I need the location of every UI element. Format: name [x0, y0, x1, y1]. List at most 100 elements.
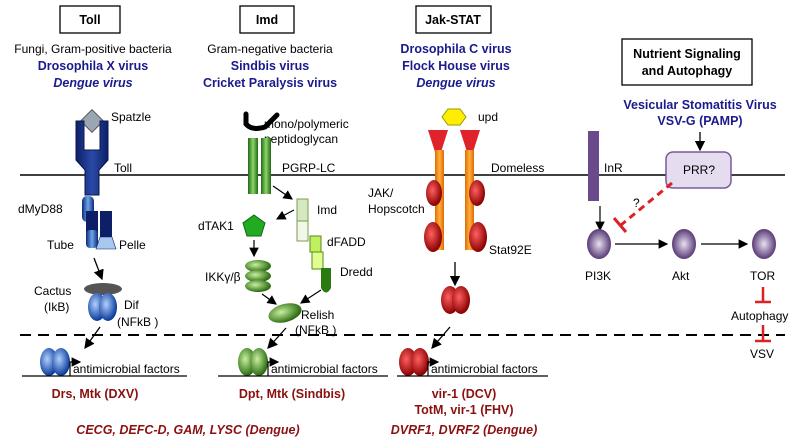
- stat-label: Stat92E: [489, 243, 532, 257]
- upd-ligand: [441, 108, 467, 126]
- jak-output-3: DVRF1, DVRF2 (Dengue): [391, 423, 538, 437]
- jak-gene-arrow: [427, 357, 440, 376]
- imd-output: Dpt, Mtk (Sindbis): [239, 387, 345, 401]
- nutrient-title-box: [621, 38, 753, 86]
- imd-arrow-1: [272, 185, 293, 200]
- nutrient-virus-1: Vesicular Stomatitis Virus: [623, 98, 776, 112]
- domeless-label: Domeless: [491, 161, 544, 175]
- jak-output-1: vir-1 (DCV): [432, 387, 497, 401]
- jak-virus-3: Dengue virus: [416, 76, 495, 90]
- jak-label-1: JAK/: [368, 186, 394, 200]
- ikk-label: IKKγ/β: [205, 270, 241, 284]
- imd-arrow-5: [299, 289, 322, 304]
- jak-target: antimicrobial factors: [431, 362, 538, 376]
- toll-virus-1: Drosophila X virus: [38, 59, 148, 73]
- dif-alias: (NFkB ): [117, 315, 158, 329]
- inr-receptor: [588, 131, 599, 201]
- peptidoglycan: [243, 111, 280, 131]
- spatzle-label: Spatzle: [111, 110, 151, 124]
- pi3k: [587, 229, 611, 259]
- toll-arrow-2: [84, 326, 101, 350]
- toll-virus-2: Dengue virus: [53, 76, 132, 90]
- ikk-1: [245, 260, 271, 272]
- stat-left: [424, 222, 442, 252]
- pgrp-lc-a: [248, 138, 258, 194]
- pi3k-label: PI3K: [585, 269, 611, 283]
- toll-target: antimicrobial factors: [73, 362, 180, 376]
- cactus-alias: (IkB): [44, 300, 69, 314]
- toll-title-box: [59, 5, 121, 34]
- akt: [672, 229, 696, 259]
- domeless-right: [465, 150, 474, 250]
- dfadd-2: [311, 251, 324, 270]
- tube-dd: [86, 230, 98, 248]
- relish-label: Relish: [301, 308, 334, 322]
- pelle: [100, 211, 112, 237]
- jak-title-box: [415, 5, 492, 34]
- imd-virus-2: Cricket Paralysis virus: [203, 76, 337, 90]
- spatzle-ligand: [79, 108, 105, 134]
- domeless-right-head: [460, 130, 480, 152]
- dmyd88-label: dMyD88: [18, 202, 63, 216]
- relish: [268, 303, 302, 323]
- upd-label: upd: [478, 110, 498, 124]
- toll-gene-arrow: [69, 357, 82, 376]
- dredd: [321, 268, 331, 293]
- ikk-3: [245, 280, 271, 292]
- dfadd: [309, 235, 322, 253]
- relish-nuclear-right: [250, 348, 268, 376]
- toll-receptor-label: Toll: [114, 161, 132, 175]
- stat-dimer-right: [452, 286, 470, 314]
- prr-inhibition-bar: [612, 217, 628, 233]
- akt-label: Akt: [672, 269, 690, 283]
- tor-label: TOR: [750, 269, 775, 283]
- imd-protein-2: [296, 220, 309, 242]
- pelle-kinase: [95, 236, 117, 250]
- jak-virus-1: Drosophila C virus: [400, 42, 511, 56]
- dredd-label: Dredd: [340, 265, 373, 279]
- imd-inducer: Gram-negative bacteria: [207, 42, 333, 56]
- jak-virus-2: Flock House virus: [402, 59, 510, 73]
- dengue-output: CECG, DEFC-D, GAM, LYSC (Dengue): [76, 423, 299, 437]
- toll-title: Toll: [79, 13, 100, 27]
- pgrp-lc-b: [261, 138, 271, 194]
- prr-question: ?: [633, 196, 640, 210]
- nutrient-virus-2: VSV-G (PAMP): [657, 114, 742, 128]
- vsv-label: VSV: [750, 347, 774, 361]
- dtak1-label: dTAK1: [198, 219, 234, 233]
- inr-label: InR: [604, 161, 623, 175]
- jak-label-2: Hopscotch: [368, 202, 425, 216]
- imd-protein: [296, 198, 309, 222]
- stat-right: [469, 222, 487, 252]
- prr-inhibition: [620, 181, 673, 227]
- jak-right: [469, 180, 485, 206]
- toll-receptor: [75, 120, 109, 196]
- peptidoglycan-label-1: mono/polymeric: [264, 117, 349, 131]
- jak-left: [426, 180, 442, 206]
- nutrient-title-1: Nutrient Signaling: [633, 47, 741, 61]
- dtak1: [242, 214, 266, 237]
- domeless-left-head: [428, 130, 448, 152]
- pgrp-lc-label: PGRP-LC: [282, 161, 336, 175]
- tor: [752, 229, 776, 259]
- jak-title: Jak-STAT: [425, 13, 481, 27]
- relish-alias: (NFkB ): [295, 323, 336, 337]
- tube-label: Tube: [47, 238, 74, 252]
- prr-label: PRR?: [683, 163, 715, 177]
- peptidoglycan-label-2: peptidoglycan: [264, 132, 338, 146]
- imd-gene-arrow: [267, 357, 280, 376]
- dif-nuclear-right: [52, 348, 70, 376]
- nutrient-title-2: and Autophagy: [642, 64, 733, 78]
- imd-title-box: [239, 5, 295, 34]
- imd-target: antimicrobial factors: [271, 362, 378, 376]
- autophagy-label: Autophagy: [731, 309, 788, 323]
- imd-arrow-2: [275, 209, 295, 220]
- toll-arrow-1: [93, 257, 104, 281]
- prr-box: [665, 151, 732, 189]
- stat-nuclear-right: [411, 348, 429, 376]
- imd-title: Imd: [256, 13, 278, 27]
- imd-arrow-4: [261, 293, 277, 305]
- pelle-label: Pelle: [119, 238, 146, 252]
- toll-output: Drs, Mtk (DXV): [52, 387, 139, 401]
